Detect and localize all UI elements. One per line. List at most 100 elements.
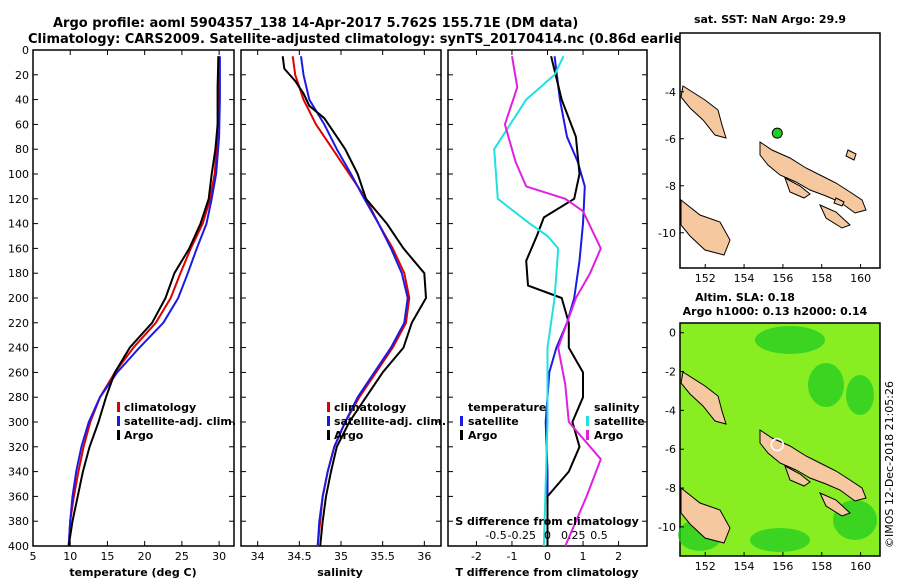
x-tick-label: 35.5: [370, 550, 395, 563]
y-tick-label: 360: [8, 490, 29, 503]
legend-swatch-s-satellite: [586, 416, 589, 426]
x-tick-label: 34.5: [287, 550, 312, 563]
y-tick-label: 260: [8, 366, 29, 379]
new-britain-coast: [680, 85, 727, 139]
sla-map-ticks: 152 154 156 158 160 0 -2 -4 -6 -8 -10: [658, 327, 871, 573]
sla-blob: [755, 326, 825, 354]
watermark: ©IMOS 12-Dec-2018 21:05:26: [883, 381, 896, 548]
map-x-tick-label: 158: [811, 560, 832, 573]
legend-swatch-argo: [327, 430, 330, 440]
x-tick-label: -2: [471, 550, 482, 563]
salinity-lines: [281, 56, 427, 547]
y-tick-label: 380: [8, 515, 29, 528]
map-y-tick-label: -8: [665, 482, 676, 495]
figure-title-line2: Climatology: CARS2009. Satellite-adjuste…: [28, 32, 695, 47]
y-tick-label: 220: [8, 317, 29, 330]
figure-title-line1: Argo profile: aoml 5904357_138 14-Apr-20…: [53, 16, 578, 31]
map-x-tick-label: 160: [850, 560, 871, 573]
island-coast: [784, 176, 811, 199]
map-x-tick-label: 152: [695, 272, 716, 285]
map-y-tick-label: 0: [669, 327, 676, 340]
legend-label-s-satellite: satellite: [594, 415, 645, 428]
legend-label-satellite: satellite-adj. clim.: [334, 415, 446, 428]
y-tick-label: 60: [15, 118, 29, 131]
sla-map-title-line2: Argo h1000: 0.13 h2000: 0.14: [683, 305, 868, 318]
island-coast: [833, 197, 845, 207]
temperature-xlabel: temperature (deg C): [69, 566, 196, 579]
sst-map-ticks: 152 154 156 158 160 -4 -6 -8 -10: [658, 86, 871, 285]
map-y-tick-label: -6: [665, 443, 676, 456]
top-tick-label: 0.5: [590, 529, 608, 542]
temperature-lines: [67, 56, 221, 547]
legend-label-satellite: satellite-adj. clim.: [124, 415, 236, 428]
y-tick-label: 340: [8, 466, 29, 479]
new-britain-coast: [680, 371, 727, 425]
sla-map-title-line1: Altim. SLA: 0.18: [695, 291, 795, 304]
series-line-s-satellite: [493, 55, 565, 547]
sla-map-panel: Altim. SLA: 0.18 Argo h1000: 0.13 h2000:…: [658, 291, 881, 573]
difference-top-axis-label: S difference from climatology: [455, 515, 639, 528]
y-tick-label: 80: [15, 143, 29, 156]
legend-swatch-t-argo: [460, 430, 463, 440]
sst-map-title: sat. SST: NaN Argo: 29.9: [694, 13, 846, 26]
map-x-tick-label: 158: [811, 272, 832, 285]
map-y-tick-label: -8: [665, 180, 676, 193]
map-y-tick-label: -2: [665, 366, 676, 379]
top-tick-label: -0.25: [508, 529, 536, 542]
sla-blob: [750, 528, 810, 552]
temperature-axes-frame: [32, 49, 235, 547]
series-line-t-argo: [525, 55, 584, 546]
x-tick-label: 0: [544, 550, 551, 563]
papua-coast: [680, 486, 731, 544]
legend-temperature-heading: temperature: [468, 401, 546, 414]
difference-lines: [493, 55, 602, 547]
y-tick-label: 20: [15, 69, 29, 82]
legend-swatch-argo: [117, 430, 120, 440]
salinity-ticks: 34 34.5 35 35.5 36: [241, 49, 441, 563]
map-y-tick-label: -10: [658, 521, 676, 534]
solomon-islands-coast: [759, 429, 867, 502]
y-tick-label: 240: [8, 342, 29, 355]
sla-float-marker: [770, 437, 785, 452]
map-x-tick-label: 154: [734, 560, 755, 573]
legend-label-t-argo: Argo: [468, 429, 498, 442]
sst-map-panel: sat. SST: NaN Argo: 29.9 152 154 156 158 160…: [658, 13, 881, 285]
map-y-tick-label: -4: [665, 404, 676, 417]
sla-blob: [846, 375, 874, 415]
papua-coast: [680, 198, 731, 256]
island-coast: [845, 149, 857, 161]
y-tick-label: 120: [8, 193, 29, 206]
legend-label-climatology: climatology: [334, 401, 406, 414]
x-tick-label: 25: [175, 550, 189, 563]
x-tick-label: 20: [138, 550, 152, 563]
map-x-tick-label: 152: [695, 560, 716, 573]
map-y-tick-label: -10: [658, 227, 676, 240]
map-x-tick-label: 160: [850, 272, 871, 285]
series-line-argo: [281, 56, 427, 547]
sst-float-marker: [771, 127, 783, 139]
legend-label-t-satellite: satellite: [468, 415, 519, 428]
salinity-legend: climatology satellite-adj. clim. Argo: [327, 401, 446, 442]
y-tick-label: 140: [8, 218, 29, 231]
difference-ticks: -2 -1 0 1 2: [448, 49, 647, 563]
top-tick-label: -0.5: [485, 529, 506, 542]
difference-legend: temperature satellite Argo salinity sate…: [460, 401, 645, 442]
legend-label-argo: Argo: [334, 429, 364, 442]
map-y-tick-label: -4: [665, 86, 676, 99]
series-line-t-satellite: [544, 56, 586, 546]
x-tick-label: 1: [580, 550, 587, 563]
series-line-s-argo: [503, 56, 602, 547]
top-tick-label: 0.25: [561, 529, 586, 542]
difference-xlabel: T difference from climatology: [455, 566, 638, 579]
legend-swatch-climatology: [117, 402, 120, 412]
legend-swatch-satellite: [327, 416, 330, 426]
series-line-argo: [67, 56, 220, 547]
temperature-legend: climatology satellite-adj. clim. Argo: [117, 401, 236, 442]
x-tick-label: 35: [334, 550, 348, 563]
legend-label-s-argo: Argo: [594, 429, 624, 442]
legend-swatch-satellite: [117, 416, 120, 426]
y-tick-label: 100: [8, 168, 29, 181]
y-tick-label: 300: [8, 416, 29, 429]
series-line-satellite-adj-clim-: [300, 56, 409, 547]
